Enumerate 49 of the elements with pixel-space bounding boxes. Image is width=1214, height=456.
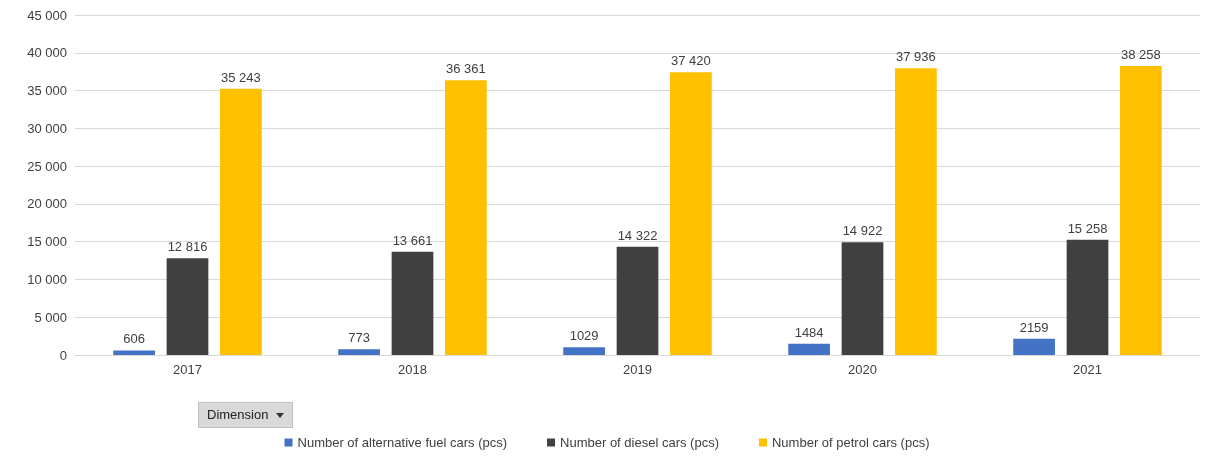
bar xyxy=(788,343,830,355)
legend-label: Number of petrol cars (pcs) xyxy=(771,435,930,450)
bar xyxy=(166,258,209,355)
x-tick-label: 2019 xyxy=(623,362,652,377)
bar xyxy=(1013,338,1055,355)
legend-label: Number of alternative fuel cars (pcs) xyxy=(297,435,508,450)
bar xyxy=(670,72,712,355)
data-label: 37 420 xyxy=(671,53,711,69)
data-label: 14 922 xyxy=(842,223,883,239)
data-label: 1029 xyxy=(569,328,599,344)
y-tick-label: 20 000 xyxy=(27,196,67,212)
y-tick-label: 45 000 xyxy=(27,7,67,23)
data-label: 12 816 xyxy=(167,239,208,255)
y-tick-label: 40 000 xyxy=(27,45,67,61)
y-tick-label: 25 000 xyxy=(27,158,67,174)
bar xyxy=(220,88,262,355)
data-label: 14 322 xyxy=(617,227,658,243)
data-label: 37 936 xyxy=(896,49,936,65)
x-tick-label: 2017 xyxy=(173,362,202,377)
y-tick-label: 10 000 xyxy=(27,271,67,287)
text: Dimension xyxy=(207,406,269,424)
bar xyxy=(1120,65,1162,355)
x-tick-label: 2020 xyxy=(848,362,877,377)
data-label: 36 361 xyxy=(446,61,486,77)
y-tick-label: 0 xyxy=(59,347,67,363)
data-label: 13 661 xyxy=(392,232,433,248)
y-tick-label: 30 000 xyxy=(27,120,67,136)
data-label: 35 243 xyxy=(221,69,261,85)
bar xyxy=(1066,239,1109,355)
y-tick-label: 5 000 xyxy=(34,309,67,325)
data-label: 1484 xyxy=(794,324,824,340)
data-label: 2159 xyxy=(1019,319,1049,335)
y-tick-label: 15 000 xyxy=(27,234,67,250)
bar xyxy=(895,68,937,355)
legend-label: Number of diesel cars (pcs) xyxy=(560,435,719,450)
x-tick-label: 2018 xyxy=(398,362,427,377)
bar xyxy=(563,347,605,355)
bar xyxy=(841,242,884,355)
bar xyxy=(391,251,434,355)
data-label: 606 xyxy=(123,331,145,347)
data-label: 773 xyxy=(348,330,370,346)
x-tick-label: 2021 xyxy=(1073,362,1102,377)
bar xyxy=(616,246,659,355)
y-tick-label: 35 000 xyxy=(27,83,67,99)
data-label: 15 258 xyxy=(1067,220,1108,236)
bar xyxy=(338,349,380,355)
data-label: 38 258 xyxy=(1121,46,1161,62)
bar xyxy=(113,350,155,355)
bar xyxy=(445,80,487,355)
